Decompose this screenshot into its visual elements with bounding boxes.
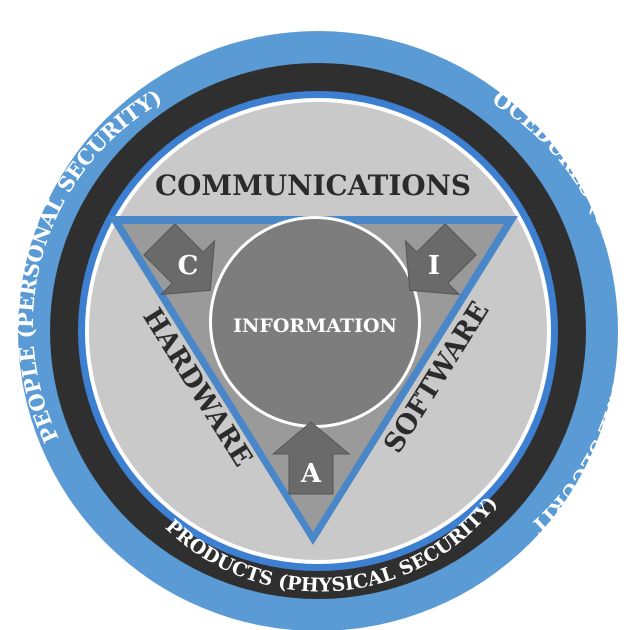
top-label: COMMUNICATIONS xyxy=(155,169,471,202)
arrow-letter-i: I xyxy=(428,251,440,281)
center-circle xyxy=(212,219,418,425)
arrow-letter-a: A xyxy=(300,459,322,489)
arrow-letter-c: C xyxy=(178,251,199,281)
availability-arrow xyxy=(271,421,351,495)
integrity-arrow xyxy=(404,223,477,296)
center-label: INFORMATION xyxy=(233,315,397,337)
confidentiality-arrow xyxy=(143,223,216,296)
